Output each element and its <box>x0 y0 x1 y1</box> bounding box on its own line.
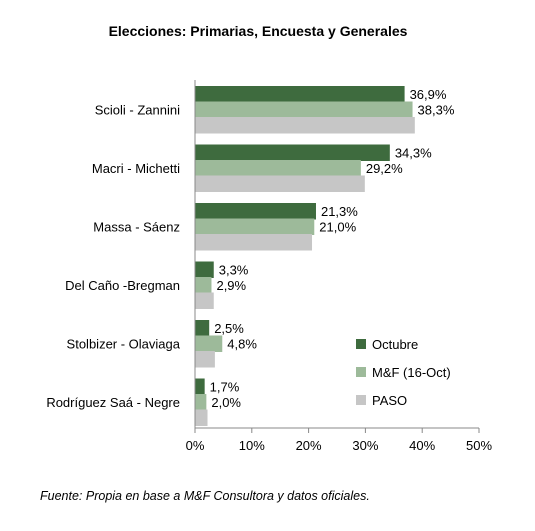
bar <box>195 117 415 134</box>
bar <box>195 234 313 251</box>
category-label: Del Caño -Bregman <box>65 278 180 293</box>
bars-layer: Scioli - Zannini 36,9%38,3% Macri - Michet… <box>46 86 455 426</box>
legend-swatch <box>356 395 366 405</box>
bar <box>195 86 405 103</box>
category-label: Rodríguez Saá - Negre <box>46 395 180 410</box>
bar <box>195 394 207 411</box>
data-label: 38,3% <box>418 103 455 118</box>
bar <box>195 335 223 352</box>
data-label: 34,3% <box>395 146 432 161</box>
category-label: Macri - Michetti <box>92 161 180 176</box>
bar <box>195 160 361 177</box>
data-label: 1,7% <box>210 380 240 395</box>
data-label: 2,9% <box>216 278 246 293</box>
bar <box>195 261 214 278</box>
category-label: Scioli - Zannini <box>95 102 180 117</box>
x-tick-label: 50% <box>466 438 492 453</box>
x-tick-label: 30% <box>352 438 378 453</box>
legend-swatch <box>356 339 366 349</box>
x-tick-label: 0% <box>186 438 205 453</box>
source-note: Fuente: Propia en base a M&F Consultora … <box>40 489 370 503</box>
bar <box>195 292 214 309</box>
bar <box>195 144 390 161</box>
data-label: 29,2% <box>366 161 403 176</box>
category-label: Massa - Sáenz <box>93 219 180 234</box>
x-tick-label: 20% <box>296 438 322 453</box>
x-axis: 0% 10% 20% 30% 40% 50% <box>186 80 492 453</box>
data-label: 21,0% <box>319 220 356 235</box>
bar <box>195 203 316 220</box>
legend-swatch <box>356 367 366 377</box>
bar <box>195 277 212 294</box>
legend-label: M&F (16-Oct) <box>372 365 451 380</box>
bar <box>195 378 205 395</box>
legend-label: Octubre <box>372 337 418 352</box>
x-tick-label: 40% <box>409 438 435 453</box>
chart-title: Elecciones: Primarias, Encuesta y Genera… <box>109 23 408 39</box>
bar <box>195 175 365 192</box>
data-label: 21,3% <box>321 204 358 219</box>
data-label: 3,3% <box>219 263 249 278</box>
x-tick-label: 10% <box>239 438 265 453</box>
bar <box>195 101 413 118</box>
bar <box>195 218 315 235</box>
category-label: Stolbizer - Olaviaga <box>67 336 181 351</box>
bar <box>195 351 215 368</box>
bar <box>195 409 208 426</box>
bar <box>195 320 210 337</box>
legend: Octubre M&F (16-Oct) PASO <box>356 337 451 408</box>
legend-label: PASO <box>372 393 407 408</box>
data-label: 2,5% <box>214 321 244 336</box>
data-label: 2,0% <box>211 395 241 410</box>
data-label: 36,9% <box>410 87 447 102</box>
data-label: 4,8% <box>227 337 257 352</box>
